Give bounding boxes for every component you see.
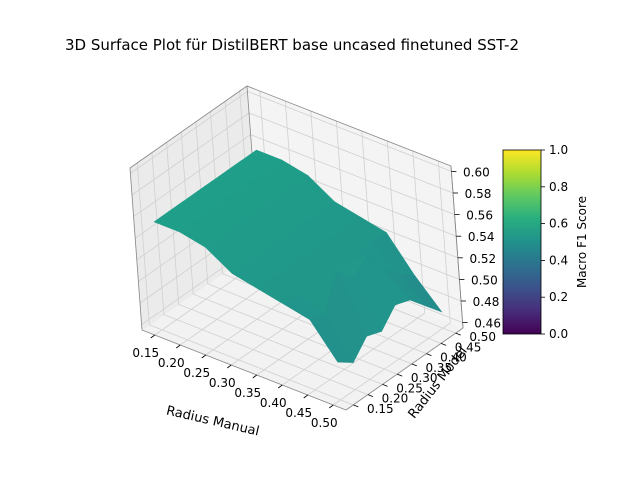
z-tick-label: 0.60 — [463, 165, 490, 179]
x-tick-mark — [150, 334, 155, 339]
x-tick-mark — [303, 394, 308, 399]
y-tick-mark — [411, 363, 417, 367]
y-tick-mark — [353, 404, 359, 408]
y-tick-label: 0.30 — [411, 371, 438, 385]
colorbar-tick-label: 0.6 — [549, 217, 568, 231]
colorbar-tick-label: 0.4 — [549, 253, 568, 267]
y-tick-label: 0.15 — [367, 402, 394, 416]
x-tick-label: 0.50 — [311, 416, 338, 430]
colorbar-tick-label: 0.0 — [549, 327, 568, 341]
x-tick-label: 0.45 — [285, 406, 312, 420]
y-axis-line — [345, 327, 464, 411]
x-tick-label: 0.25 — [183, 366, 210, 380]
x-tick-mark — [201, 354, 206, 359]
x-tick-mark — [176, 344, 181, 349]
y-tick-label: 0.50 — [469, 330, 496, 344]
x-tick-label: 0.15 — [132, 346, 159, 360]
x-tick-label: 0.35 — [234, 386, 261, 400]
y-tick-label: 0.25 — [396, 381, 423, 395]
x-tick-mark — [252, 374, 257, 379]
x-tick-mark — [329, 404, 334, 409]
colorbar-tick-label: 0.8 — [549, 180, 568, 194]
z-tick-label: 0.56 — [466, 209, 493, 223]
z-tick-label: 0.48 — [473, 295, 500, 309]
colorbar-tick-label: 0.2 — [549, 290, 568, 304]
surface — [153, 149, 443, 364]
z-tick-label: 0.46 — [474, 317, 501, 331]
y-axis-ticks: 0.150.200.250.300.350.400.450.50 — [353, 330, 496, 416]
x-tick-mark — [227, 364, 232, 369]
colorbar-ticks: 0.0 0.2 0.4 0.6 0.8 1.0 — [541, 143, 568, 341]
x-tick-label: 0.30 — [209, 376, 236, 390]
y-tick-label: 0.35 — [425, 361, 452, 375]
y-tick-mark — [397, 373, 403, 377]
pane-edge-left — [129, 167, 143, 331]
y-grid-line — [151, 152, 369, 395]
x-tick-label: 0.40 — [260, 396, 287, 410]
x-axis-ticks: 0.150.200.250.300.350.400.450.50 — [132, 334, 338, 430]
y-tick-mark — [440, 343, 447, 346]
colorbar-tick-label: 1.0 — [549, 143, 568, 157]
z-tick-label: 0.54 — [468, 230, 495, 244]
surface-facet — [309, 314, 354, 363]
colorbar-label: Macro F1 Score — [575, 196, 589, 288]
y-tick-label: 0.20 — [382, 392, 409, 406]
y-tick-mark — [382, 384, 388, 387]
y-tick-label: 0.40 — [440, 351, 467, 365]
x-tick-mark — [278, 384, 283, 389]
x-grid-line — [307, 150, 426, 396]
colorbar-gradient — [502, 149, 542, 335]
y-tick-mark — [426, 353, 432, 356]
x-tick-label: 0.20 — [158, 356, 185, 370]
colorbar: 0.0 0.2 0.4 0.6 0.8 1.0 Macro F1 Score — [502, 143, 589, 341]
z-tick-label: 0.52 — [469, 252, 496, 266]
z-tick-label: 0.58 — [465, 187, 492, 201]
axes-3d: 0.150.200.250.300.350.400.450.50 0.150.2… — [129, 85, 501, 439]
y-tick-mark — [367, 394, 374, 397]
chart-title: 3D Surface Plot für DistilBERT base unca… — [65, 36, 519, 54]
x-axis-line — [141, 329, 347, 411]
x-grid-line — [333, 160, 451, 406]
y-tick-mark — [455, 332, 461, 336]
z-tick-label: 0.50 — [471, 273, 498, 287]
y-tick-label: 0.45 — [455, 340, 482, 354]
z-axis-ticks: 0.46 0.48 0.50 0.52 0.54 0.56 0.58 0.60 — [451, 165, 501, 331]
y-grid-line — [166, 142, 383, 385]
y-grid-line — [136, 162, 354, 406]
